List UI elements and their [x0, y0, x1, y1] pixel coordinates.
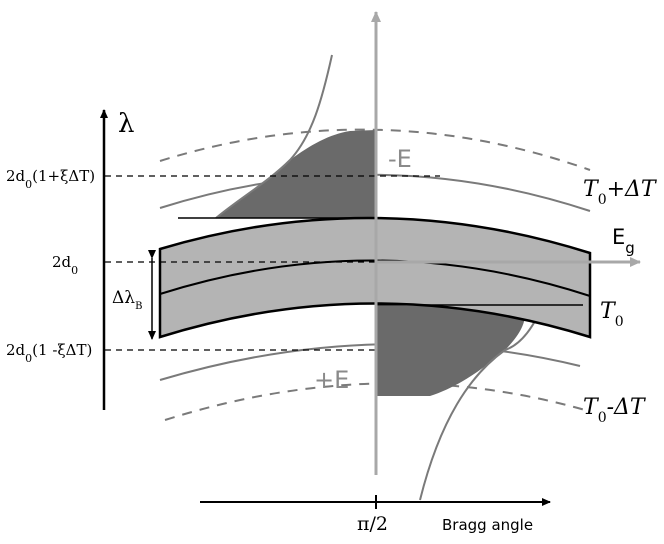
positive-field-shaded-region	[376, 306, 525, 396]
negative-field-shaded-region	[216, 130, 376, 219]
temperature-label-upper: T0+ΔT	[583, 177, 658, 208]
positive-field-label: +E	[314, 366, 349, 394]
lower-level-label: 2d0(1 -ξΔT)	[6, 341, 92, 365]
bandwidth-label: ΔλB	[112, 288, 142, 312]
negative-field-profile-curve	[215, 54, 333, 219]
negative-field-label: -E	[388, 145, 412, 173]
field-axis-label: Eg	[612, 225, 635, 257]
positive-field-profile-curve	[419, 295, 547, 501]
pi-half-label: π/2	[357, 513, 388, 535]
wavelength-symbol: λ	[118, 109, 134, 139]
temperature-label-center: T0	[600, 299, 624, 330]
temperature-label-lower: T0-ΔT	[583, 395, 647, 426]
lower-solid-curve	[159, 343, 581, 381]
bragg-angle-label: Bragg angle	[442, 516, 533, 534]
upper-level-label: 2d0(1+ξΔT)	[6, 167, 95, 191]
center-level-label: 2d0	[52, 253, 78, 277]
